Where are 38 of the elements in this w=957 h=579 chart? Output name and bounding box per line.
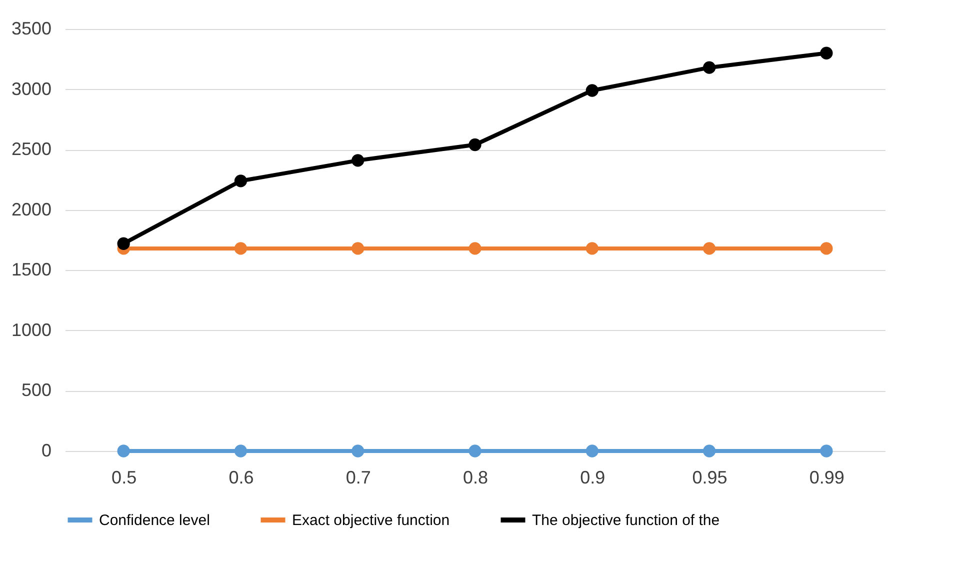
x-tick-label: 0.95 — [692, 468, 728, 488]
point — [586, 84, 598, 97]
point — [468, 444, 482, 458]
y-tick-label: 3500 — [11, 18, 52, 38]
point — [820, 242, 833, 255]
x-tick-label: 0.8 — [462, 468, 488, 488]
x-tick-label: 0.5 — [112, 468, 137, 488]
point — [702, 61, 716, 74]
legend-label: Confidence level — [99, 512, 210, 529]
y-tick-label: 0 — [41, 440, 52, 460]
point — [586, 242, 598, 255]
point — [586, 444, 598, 458]
point — [468, 138, 482, 152]
y-tick-label: 2500 — [11, 139, 52, 160]
y-tick-label: 1500 — [11, 260, 52, 280]
x-tick-label: 0.6 — [228, 468, 254, 488]
point — [702, 444, 716, 458]
legend-label: Exact objective function — [292, 512, 450, 529]
y-tick-label: 500 — [21, 380, 52, 400]
point — [234, 242, 248, 255]
point — [702, 242, 716, 255]
point — [234, 174, 248, 188]
point — [820, 46, 833, 60]
x-tick-label: 0.99 — [809, 468, 844, 488]
point — [117, 444, 130, 458]
y-tick-label: 2000 — [11, 199, 52, 220]
point — [352, 444, 364, 458]
point — [352, 154, 364, 167]
x-tick-label: 0.9 — [580, 468, 606, 488]
legend-label: The objective function of the — [532, 512, 720, 529]
point — [117, 237, 130, 250]
y-tick-label: 3000 — [11, 78, 52, 99]
point — [468, 242, 482, 255]
y-tick-label: 1000 — [11, 320, 52, 340]
point — [234, 444, 248, 458]
point — [820, 444, 833, 458]
x-tick-label: 0.7 — [346, 468, 371, 488]
point — [352, 242, 364, 255]
